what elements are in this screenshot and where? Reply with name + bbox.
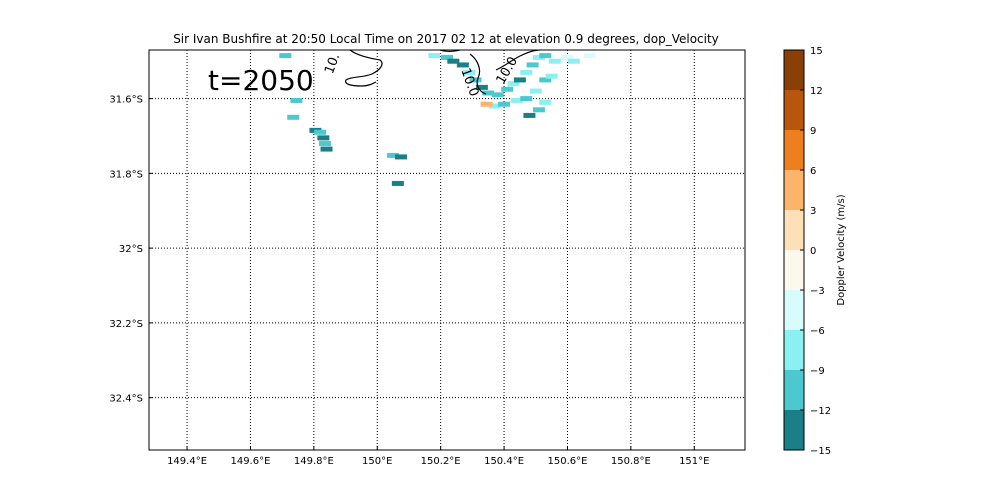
velocity-cell	[480, 101, 493, 107]
velocity-cell	[583, 53, 596, 59]
velocity-cell	[513, 77, 526, 83]
x-tick-label: 149.4°E	[167, 456, 207, 467]
contour-label: 10.	[322, 51, 343, 76]
colorbar-tick-label: 15	[810, 46, 823, 57]
velocity-cell	[539, 53, 552, 59]
y-tick-label: 31.8°S	[109, 169, 143, 180]
velocity-cell	[561, 54, 574, 60]
velocity-cell	[318, 140, 331, 146]
velocity-cell	[539, 99, 552, 105]
velocity-cell	[539, 77, 552, 83]
contour-line-west	[345, 50, 383, 87]
velocity-cell	[523, 112, 536, 118]
velocity-cell	[469, 77, 482, 83]
colorbar-ticks: 15 12 9 6 3 0 −3 −6 −9 −12 −15	[800, 46, 831, 457]
grid-lines	[149, 50, 745, 450]
y-axis-ticks: 31.6°S 31.8°S 32°S 32.2°S 32.4°S	[109, 95, 153, 405]
velocity-cell	[507, 81, 520, 87]
velocity-cell	[475, 84, 488, 90]
x-tick-label: 151°E	[679, 456, 709, 467]
velocity-cell	[520, 96, 533, 102]
velocity-cell	[391, 180, 404, 186]
velocity-cell	[529, 88, 542, 94]
x-tick-label: 150°E	[362, 456, 392, 467]
y-tick-label: 31.6°S	[109, 95, 143, 106]
velocity-cell	[441, 54, 453, 60]
velocity-cell	[567, 58, 580, 64]
velocity-cells	[279, 53, 596, 186]
velocity-cell	[456, 62, 469, 68]
velocity-cell	[491, 92, 504, 98]
velocity-cell	[317, 135, 330, 141]
velocity-cell	[501, 86, 514, 92]
x-tick-label: 150.8°E	[611, 456, 651, 467]
velocity-cell	[482, 90, 495, 96]
velocity-cell	[532, 107, 545, 113]
colorbar-tick-label: 9	[810, 126, 816, 137]
velocity-cell	[532, 54, 545, 60]
plot-background	[149, 50, 745, 450]
colorbar-tick-label: −12	[810, 406, 831, 417]
colorbar-label: Doppler Velocity (m/s)	[836, 194, 847, 305]
colorbar-tick-label: −15	[810, 446, 831, 457]
x-tick-label: 150.6°E	[547, 456, 587, 467]
velocity-cell	[447, 58, 460, 64]
y-tick-label: 32.4°S	[109, 394, 143, 405]
x-tick-label: 150.4°E	[484, 456, 524, 467]
plot-frame	[148, 49, 746, 451]
velocity-cell	[287, 114, 300, 120]
velocity-cell	[463, 69, 476, 75]
velocity-cell	[314, 129, 327, 135]
x-tick-label: 150.2°E	[421, 456, 461, 467]
velocity-cell	[545, 73, 558, 79]
velocity-cell	[498, 101, 511, 107]
velocity-cell	[548, 58, 561, 64]
colorbar-tick-label: −6	[810, 326, 825, 337]
colorbar: 15 12 9 6 3 0 −3 −6 −9 −12 −15 Doppler Velocity (m…	[783, 46, 847, 457]
velocity-cell	[510, 97, 523, 103]
colorbar-tick-label: 3	[810, 206, 816, 217]
x-tick-label: 149.8°E	[294, 456, 334, 467]
x-tick-label: 149.6°E	[230, 456, 270, 467]
colorbar-tick-label: −9	[810, 366, 825, 377]
velocity-cell	[387, 152, 400, 158]
colorbar-tick-label: −3	[810, 286, 825, 297]
x-axis-ticks: 149.4°E 149.6°E 149.8°E 150°E 150.2°E 150.4°E…	[167, 446, 709, 467]
colorbar-tick-label: 0	[810, 246, 816, 257]
velocity-cell	[520, 69, 533, 75]
chart-title: Sir Ivan Bushfire at 20:50 Local Time on…	[173, 32, 719, 46]
velocity-cell	[320, 146, 333, 152]
y-tick-label: 32.2°S	[109, 319, 143, 330]
velocity-cell	[279, 53, 292, 59]
y-tick-label: 32°S	[119, 244, 143, 255]
velocity-cell	[526, 62, 539, 68]
velocity-cell	[488, 103, 501, 109]
velocity-cell	[290, 97, 303, 103]
velocity-cell	[395, 154, 408, 160]
velocity-cell	[428, 53, 441, 59]
colorbar-tick-label: 6	[810, 166, 816, 177]
colorbar-tick-label: 12	[810, 86, 823, 97]
time-annotation: t=2050	[208, 64, 314, 97]
map-plot-area: 10.10.0 10.0 t=2050	[148, 49, 746, 451]
